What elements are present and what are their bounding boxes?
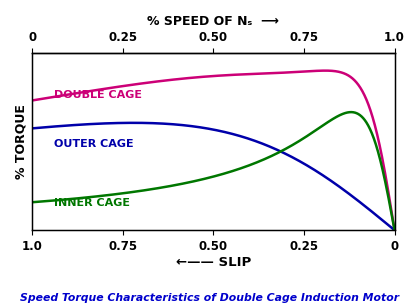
Y-axis label: % TORQUE: % TORQUE (15, 104, 28, 179)
Text: Speed Torque Characteristics of Double Cage Induction Motor: Speed Torque Characteristics of Double C… (21, 293, 399, 303)
Text: OUTER CAGE: OUTER CAGE (54, 139, 134, 149)
X-axis label: ←—— SLIP: ←—— SLIP (176, 256, 251, 269)
X-axis label: % SPEED OF Nₛ  ⟶: % SPEED OF Nₛ ⟶ (147, 15, 279, 28)
Text: INNER CAGE: INNER CAGE (54, 198, 130, 208)
Text: DOUBLE CAGE: DOUBLE CAGE (54, 90, 142, 100)
